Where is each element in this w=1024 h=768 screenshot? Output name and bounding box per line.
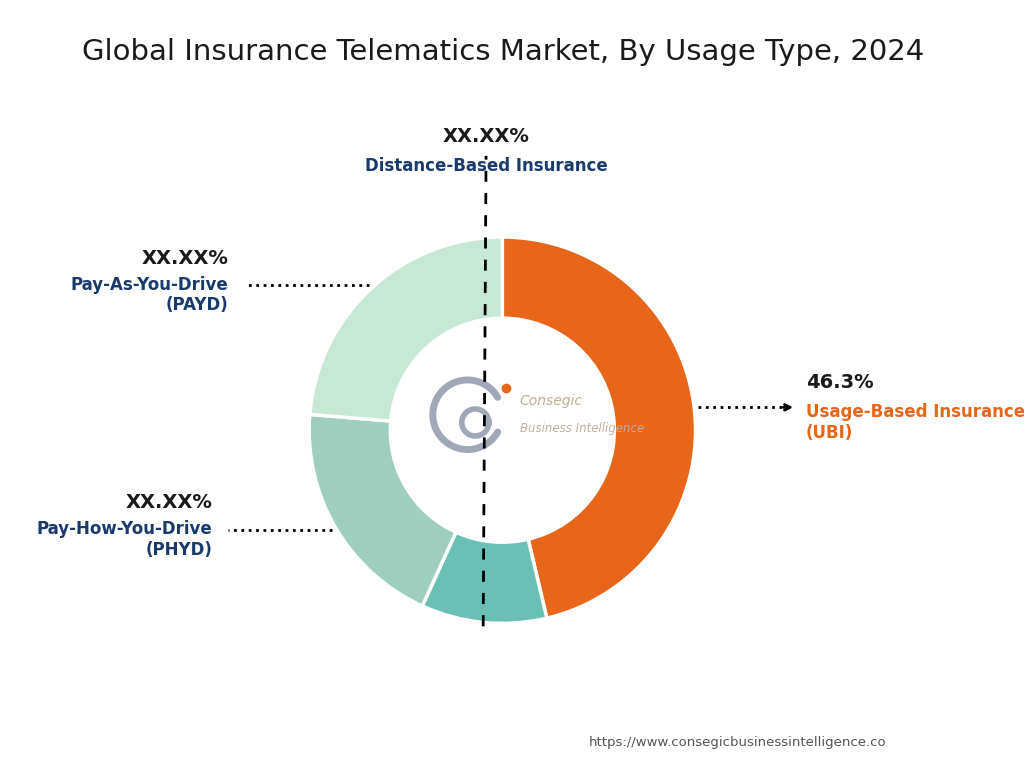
- Text: XX.XX%: XX.XX%: [126, 493, 213, 512]
- Text: XX.XX%: XX.XX%: [442, 127, 529, 146]
- Text: Pay-How-You-Drive
(PHYD): Pay-How-You-Drive (PHYD): [37, 520, 213, 559]
- Text: 46.3%: 46.3%: [806, 372, 873, 392]
- Text: Global Insurance Telematics Market, By Usage Type, 2024: Global Insurance Telematics Market, By U…: [82, 38, 925, 66]
- Text: Usage-Based Insurance
(UBI): Usage-Based Insurance (UBI): [806, 403, 1024, 442]
- Text: Consegic: Consegic: [520, 394, 583, 409]
- Wedge shape: [503, 237, 695, 618]
- Wedge shape: [422, 532, 547, 624]
- Text: https://www.consegicbusinessintelligence.co: https://www.consegicbusinessintelligence…: [589, 736, 886, 749]
- Text: XX.XX%: XX.XX%: [141, 249, 228, 268]
- Wedge shape: [310, 237, 503, 421]
- Text: Business Intelligence: Business Intelligence: [520, 422, 644, 435]
- Text: Pay-As-You-Drive
(PAYD): Pay-As-You-Drive (PAYD): [71, 276, 228, 314]
- Text: Distance-Based Insurance: Distance-Based Insurance: [365, 157, 607, 174]
- Wedge shape: [309, 415, 456, 606]
